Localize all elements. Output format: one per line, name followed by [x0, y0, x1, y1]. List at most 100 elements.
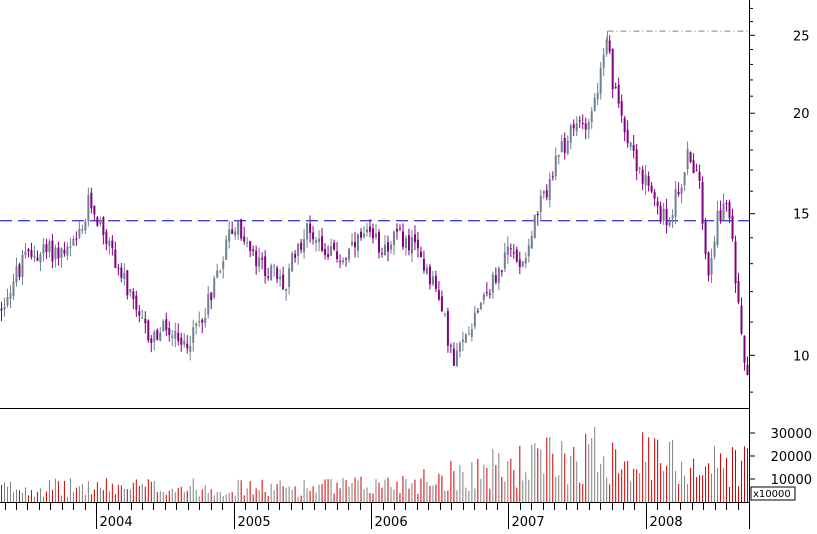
volume-bar — [54, 478, 56, 502]
volume-bar — [726, 457, 728, 502]
candle-body — [608, 40, 611, 52]
volume-bar — [684, 475, 686, 502]
volume-bar — [546, 437, 548, 502]
volume-bar — [78, 486, 80, 502]
candle-body — [578, 120, 581, 122]
candle-body — [737, 280, 740, 303]
candle-body — [731, 215, 734, 239]
volume-bar — [39, 488, 41, 502]
candle-body — [228, 229, 231, 242]
candle-body — [659, 205, 662, 222]
candle-body — [177, 332, 180, 342]
volume-bar — [228, 493, 230, 502]
volume-bar — [651, 480, 653, 502]
candle-body — [623, 118, 626, 133]
volume-bar — [585, 433, 587, 502]
candle-body — [575, 123, 578, 132]
volume-bar — [732, 447, 734, 502]
volume-bar — [486, 467, 488, 502]
volume-bar — [495, 465, 497, 502]
chart-frame — [0, 0, 750, 529]
candle-body — [168, 327, 171, 336]
candle-body — [87, 194, 90, 222]
candle-body — [231, 229, 234, 234]
candle-body — [632, 144, 635, 151]
volume-bar — [591, 438, 593, 502]
candle-body — [581, 123, 584, 125]
candle-body — [518, 259, 521, 268]
candle-body — [45, 244, 48, 253]
volume-bar — [261, 479, 263, 502]
volume-bar — [57, 480, 59, 502]
candle-body — [285, 288, 288, 291]
volume-bar — [744, 446, 746, 502]
candle-body — [51, 240, 54, 262]
volume-bar — [456, 490, 458, 502]
candle-body — [458, 342, 461, 352]
candle-body — [473, 312, 476, 327]
volume-bar — [504, 481, 506, 502]
candle-body — [102, 217, 105, 236]
volume-bar — [366, 487, 368, 502]
volume-bar — [204, 485, 206, 502]
volume-bar — [255, 488, 257, 502]
candle-body — [479, 302, 482, 310]
candle-body — [611, 48, 614, 90]
volume-bar — [18, 490, 20, 502]
candle-body — [686, 149, 689, 170]
volume-bar — [87, 481, 89, 502]
volume-bar — [375, 479, 377, 502]
volume-bar — [93, 489, 95, 502]
volume-bar — [102, 490, 104, 502]
candle-body — [111, 240, 114, 249]
volume-bar — [543, 473, 545, 502]
volume-bar — [99, 487, 101, 502]
candle-body — [728, 201, 731, 219]
volume-bar — [147, 479, 149, 502]
candle-body — [255, 250, 258, 267]
volume-bar — [729, 486, 731, 502]
volume-bar — [195, 490, 197, 502]
price-tick-label: 15 — [793, 208, 810, 223]
volume-bar — [273, 490, 275, 502]
volume-bar — [300, 495, 302, 502]
volume-bar — [408, 488, 410, 502]
volume-bar — [669, 441, 671, 502]
volume-bar — [501, 476, 503, 502]
candle-body — [395, 228, 398, 232]
candle-body — [132, 291, 135, 300]
candle-body — [324, 249, 327, 256]
volume-bar — [612, 442, 614, 502]
candle-body — [653, 192, 656, 199]
candle-body — [467, 333, 470, 335]
price-candles — [0, 35, 749, 376]
volume-bar — [648, 437, 650, 502]
candle-body — [710, 257, 713, 275]
candle-body — [434, 275, 437, 289]
candle-body — [306, 223, 309, 240]
volume-bar — [174, 492, 176, 502]
year-tick-label: 2006 — [375, 515, 408, 529]
volume-bar — [306, 488, 308, 502]
volume-bar — [552, 453, 554, 502]
volume-bar — [576, 461, 578, 502]
volume-bar — [462, 472, 464, 502]
volume-bar — [513, 470, 515, 502]
volume-bar — [381, 487, 383, 502]
volume-bar — [672, 439, 674, 502]
candle-body — [366, 229, 369, 233]
volume-bar — [372, 493, 374, 502]
candle-body — [36, 257, 39, 261]
candle-body — [698, 171, 701, 181]
candle-body — [545, 190, 548, 198]
volume-bar — [369, 492, 371, 502]
volume-bar — [162, 492, 164, 502]
volume-bar — [33, 496, 35, 502]
candle-body — [249, 241, 252, 252]
volume-bar — [285, 487, 287, 502]
candle-body — [297, 243, 300, 256]
volume-bar — [318, 484, 320, 502]
volume-bar — [27, 495, 29, 502]
volume-bar — [30, 490, 32, 502]
candle-body — [18, 264, 21, 277]
